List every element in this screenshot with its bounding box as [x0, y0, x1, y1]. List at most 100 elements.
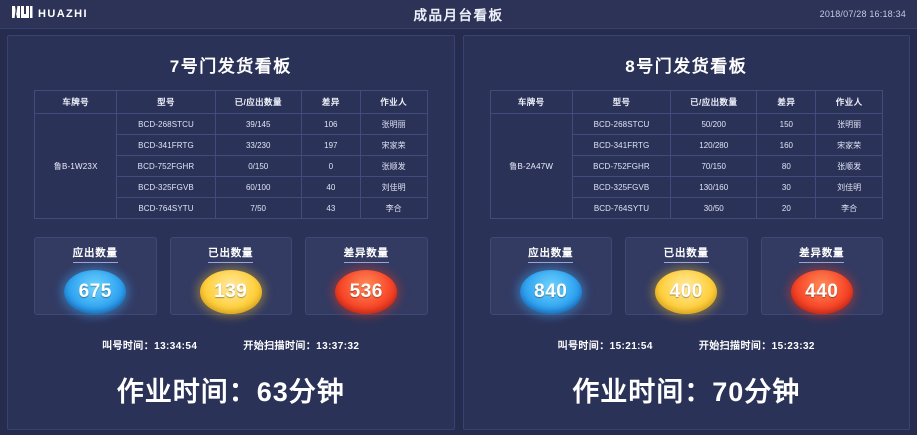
stat-card-shipped: 已出数量 139: [169, 237, 292, 315]
cell-operator: 宋家荣: [359, 134, 428, 156]
table-row: BCD-764SYTU 7/50 43 李合: [35, 197, 428, 219]
cell-qty: 70/150: [670, 155, 758, 177]
call-time: 叫号时间：15:21:54: [557, 341, 653, 352]
cell-qty: 7/50: [214, 197, 302, 219]
cell-operator: 李合: [359, 197, 428, 219]
table-row: 鲁B-1W23X BCD-268STCU 39/145 106 张明丽: [33, 113, 428, 219]
cell-model: BCD-752FGHR: [571, 155, 672, 177]
cell-model: BCD-764SYTU: [571, 197, 672, 219]
col-plate: 车牌号: [489, 90, 573, 114]
cell-diff: 20: [756, 197, 817, 219]
stat-label: 应出数量: [528, 245, 574, 263]
panel-title: 8号门发货看板: [625, 57, 748, 76]
cell-operator: 刘佳明: [815, 176, 883, 198]
col-diff: 差异: [300, 90, 361, 114]
cell-operator: 张明丽: [359, 113, 428, 135]
cell-diff: 40: [300, 176, 361, 198]
time-row: 叫号时间：15:21:54 开始扫描时间：15:23:32: [478, 315, 896, 352]
brand: HUAZHI: [0, 5, 88, 24]
col-operator: 作业人: [815, 90, 883, 114]
cell-diff: 0: [300, 155, 361, 177]
cell-qty: 50/200: [670, 113, 758, 135]
scan-start-time: 开始扫描时间：13:37:32: [243, 341, 360, 352]
stat-value-bubble: 840: [519, 270, 582, 314]
table-header-row: 车牌号 型号 已/应出数量 差异 作业人: [489, 90, 883, 114]
cell-operator: 张顺发: [359, 155, 428, 177]
gate-panel-7: 7号门发货看板 车牌号 型号 已/应出数量 差异 作业人: [7, 35, 455, 430]
stat-value-bubble: 536: [335, 270, 398, 314]
table-wrapper: 车牌号 型号 已/应出数量 差异 作业人 鲁B-2A47W BCD-268STC…: [478, 90, 896, 219]
brand-name: HUAZHI: [38, 8, 88, 20]
col-qty: 已/应出数量: [214, 90, 302, 114]
stat-card-planned: 应出数量 675: [34, 237, 157, 315]
col-plate: 车牌号: [33, 90, 118, 114]
stat-label: 已出数量: [663, 245, 709, 263]
work-time: 作业时间：70分钟: [572, 377, 801, 407]
stat-card-shipped: 已出数量 400: [625, 237, 748, 315]
cell-qty: 30/50: [670, 197, 758, 219]
table-row: 鲁B-2A47W BCD-268STCU 50/200 150 张明丽: [489, 113, 883, 219]
cell-diff: 30: [756, 176, 817, 198]
table-wrapper: 车牌号 型号 已/应出数量 差异 作业人 鲁B-1W23X BCD-268STC…: [22, 90, 440, 219]
cell-model: BCD-341FRTG: [571, 134, 672, 156]
app-header: HUAZHI 成品月台看板 2018/07/28 16:18:34: [0, 0, 917, 29]
cell-qty: 39/145: [214, 113, 302, 135]
cell-qty: 120/280: [670, 134, 758, 156]
page-title: 成品月台看板: [413, 8, 504, 23]
cell-diff: 80: [756, 155, 817, 177]
cell-operator: 宋家荣: [815, 134, 883, 156]
cell-model: BCD-325FGVB: [571, 176, 672, 198]
cell-model: BCD-752FGHR: [116, 155, 216, 177]
cell-qty: 60/100: [214, 176, 302, 198]
table-row: BCD-341FRTG 120/280 160 宋家荣: [490, 134, 883, 156]
stat-cards: 应出数量 675 已出数量 139 差异数量 536: [22, 219, 440, 315]
cell-diff: 106: [300, 113, 361, 135]
col-diff: 差异: [756, 90, 817, 114]
cell-plate: 鲁B-2A47W: [489, 113, 573, 219]
stat-card-planned: 应出数量 840: [489, 237, 612, 315]
stat-label: 差异数量: [799, 245, 845, 263]
cell-diff: 43: [300, 197, 361, 219]
stat-value-bubble: 440: [790, 270, 853, 314]
table-row: BCD-752FGHR 70/150 80 张顺发: [490, 155, 883, 177]
cell-model: BCD-764SYTU: [116, 197, 216, 219]
cell-model: BCD-268STCU: [116, 113, 216, 135]
cell-model: BCD-341FRTG: [116, 134, 216, 156]
stat-label: 已出数量: [208, 245, 254, 263]
stat-label: 差异数量: [343, 245, 389, 263]
col-model: 型号: [116, 90, 216, 114]
col-operator: 作业人: [359, 90, 428, 114]
cell-model: BCD-268STCU: [571, 113, 672, 135]
work-time: 作业时间：63分钟: [116, 377, 345, 407]
cell-operator: 张顺发: [815, 155, 883, 177]
cell-qty: 33/230: [214, 134, 302, 156]
call-time: 叫号时间：13:34:54: [102, 341, 198, 352]
scan-start-time: 开始扫描时间：15:23:32: [698, 341, 815, 352]
col-model: 型号: [571, 90, 672, 114]
table-row: BCD-764SYTU 30/50 20 李合: [490, 197, 883, 219]
cell-plate: 鲁B-1W23X: [33, 113, 118, 219]
panels-container: 7号门发货看板 车牌号 型号 已/应出数量 差异 作业人: [0, 29, 917, 435]
table-header-row: 车牌号 型号 已/应出数量 差异 作业人: [33, 90, 428, 114]
gate-panel-8: 8号门发货看板 车牌号 型号 已/应出数量 差异 作业人: [462, 35, 910, 430]
cell-model: BCD-325FGVB: [116, 176, 216, 198]
table-row: BCD-341FRTG 33/230 197 宋家荣: [35, 134, 428, 156]
stat-value-bubble: 139: [199, 270, 262, 314]
cell-diff: 197: [300, 134, 361, 156]
huazhi-logo-icon: [11, 5, 33, 24]
cell-diff: 150: [756, 113, 817, 135]
cell-qty: 130/160: [670, 176, 758, 198]
stat-value-bubble: 675: [64, 270, 127, 314]
cell-operator: 张明丽: [815, 113, 883, 135]
stat-label: 应出数量: [72, 245, 118, 263]
col-qty: 已/应出数量: [670, 90, 758, 114]
header-datetime: 2018/07/28 16:18:34: [819, 9, 906, 19]
cell-operator: 刘佳明: [359, 176, 428, 198]
panel-title: 7号门发货看板: [169, 57, 292, 76]
cell-diff: 160: [756, 134, 817, 156]
shipment-table: 车牌号 型号 已/应出数量 差异 作业人 鲁B-1W23X BCD-268STC…: [33, 90, 428, 219]
shipment-table: 车牌号 型号 已/应出数量 差异 作业人 鲁B-2A47W BCD-268STC…: [489, 90, 884, 219]
stat-value-bubble: 400: [655, 270, 718, 314]
stat-card-difference: 差异数量 536: [305, 237, 428, 315]
